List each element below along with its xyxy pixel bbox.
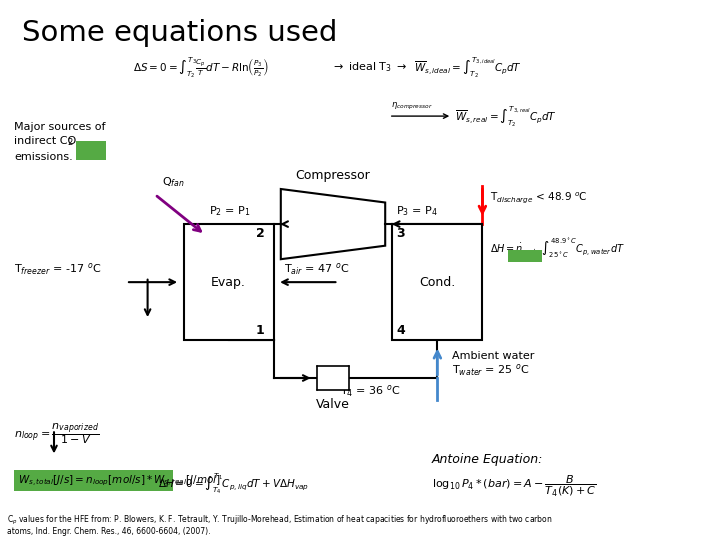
Text: $\Delta H = 0 = \int_{T_4}^{T_1} C_{p,liq}dT + V\Delta H_{vap}$: $\Delta H = 0 = \int_{T_4}^{T_1} C_{p,li…: [158, 471, 310, 496]
Text: Valve: Valve: [316, 398, 350, 411]
Text: P$_3$ = P$_4$: P$_3$ = P$_4$: [396, 204, 438, 218]
Text: Ambient water: Ambient water: [452, 352, 534, 361]
Text: Some equations used: Some equations used: [22, 19, 337, 47]
Text: Antoine Equation:: Antoine Equation:: [432, 453, 544, 465]
Text: Q$_{fan}$: Q$_{fan}$: [162, 175, 185, 189]
Text: Cond.: Cond.: [419, 275, 456, 289]
Bar: [14, 470, 173, 491]
Text: $\rightarrow$ ideal T$_3$ $\rightarrow$: $\rightarrow$ ideal T$_3$ $\rightarrow$: [331, 60, 408, 75]
Text: $W_{s,total}[J/s] = n_{loop}[mol/s]*W_{s,real}[J/mol]$: $W_{s,total}[J/s] = n_{loop}[mol/s]*W_{s…: [18, 474, 220, 488]
Text: Compressor: Compressor: [296, 169, 370, 182]
Text: 2: 2: [67, 138, 72, 147]
Text: $n_{loop} = \dfrac{n_{vaporized}}{1-V}$: $n_{loop} = \dfrac{n_{vaporized}}{1-V}$: [14, 421, 99, 446]
Text: C$_p$ values for the HFE from: P. Blowers, K. F. Tetrault, Y. Trujillo-Morehead,: C$_p$ values for the HFE from: P. Blower…: [7, 514, 553, 527]
Text: 3: 3: [396, 227, 405, 240]
Text: T$_{discharge}$ < 48.9 $^o$C: T$_{discharge}$ < 48.9 $^o$C: [490, 190, 588, 205]
Text: 4: 4: [396, 325, 405, 338]
Text: Evap.: Evap.: [211, 275, 246, 289]
Text: $\Delta H = \dot{n}_{water}\int_{25^\circ C}^{48.9^\circ C} C_{p,water}dT$: $\Delta H = \dot{n}_{water}\int_{25^\cir…: [490, 237, 624, 260]
Text: indirect CO: indirect CO: [14, 136, 76, 146]
Bar: [508, 250, 542, 262]
Text: $\eta_{compressor}$: $\eta_{compressor}$: [391, 101, 433, 112]
Text: P$_2$ = P$_1$: P$_2$ = P$_1$: [209, 204, 251, 218]
Text: T$_{water}$ = 25 $^o$C: T$_{water}$ = 25 $^o$C: [452, 362, 530, 378]
Bar: [184, 224, 274, 340]
Text: $\log_{10}P_4*(bar) = A - \dfrac{B}{T_4(K)+C}$: $\log_{10}P_4*(bar) = A - \dfrac{B}{T_4(…: [432, 474, 596, 498]
Text: 2: 2: [256, 227, 264, 240]
Text: 1: 1: [256, 325, 264, 338]
Text: emissions.: emissions.: [14, 152, 73, 163]
Text: T$_{freezer}$ = -17 $^o$C: T$_{freezer}$ = -17 $^o$C: [14, 261, 102, 276]
Text: atoms, Ind. Engr. Chem. Res., 46, 6600-6604, (2007).: atoms, Ind. Engr. Chem. Res., 46, 6600-6…: [7, 526, 211, 536]
Text: T$_{air}$ = 47 $^o$C: T$_{air}$ = 47 $^o$C: [284, 261, 350, 276]
Bar: [392, 224, 482, 340]
Text: T$_4$ = 36 $^o$C: T$_4$ = 36 $^o$C: [341, 383, 401, 399]
Bar: [318, 366, 349, 390]
Text: $\overline{W}_{s,ideal} = \int_{T_2}^{T_{3,ideal}} C_p dT$: $\overline{W}_{s,ideal} = \int_{T_2}^{T_…: [414, 55, 522, 80]
Text: $\overline{W}_{s,real} = \int_{T_2}^{T_{3,real}} C_p dT$: $\overline{W}_{s,real} = \int_{T_2}^{T_{…: [455, 104, 557, 129]
Text: Major sources of: Major sources of: [14, 122, 106, 132]
Text: $\Delta S = 0 = \int_{T_2}^{T_3}\frac{C_p}{T}dT - R\ln\!\left(\frac{P_3}{P_2}\ri: $\Delta S = 0 = \int_{T_2}^{T_3}\frac{C_…: [133, 55, 269, 80]
Bar: [76, 141, 106, 160]
